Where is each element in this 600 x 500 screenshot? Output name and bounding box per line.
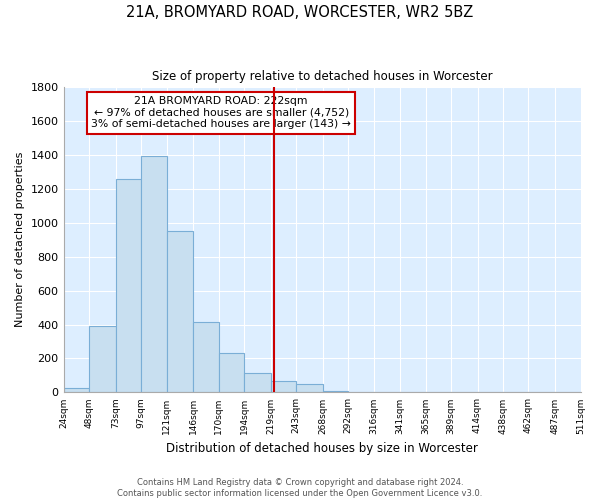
Text: Contains HM Land Registry data © Crown copyright and database right 2024.
Contai: Contains HM Land Registry data © Crown c…	[118, 478, 482, 498]
X-axis label: Distribution of detached houses by size in Worcester: Distribution of detached houses by size …	[166, 442, 478, 455]
Text: 21A, BROMYARD ROAD, WORCESTER, WR2 5BZ: 21A, BROMYARD ROAD, WORCESTER, WR2 5BZ	[127, 5, 473, 20]
Bar	[89, 326, 116, 392]
Bar	[167, 231, 193, 392]
Text: 21A BROMYARD ROAD: 222sqm
← 97% of detached houses are smaller (4,752)
3% of sem: 21A BROMYARD ROAD: 222sqm ← 97% of detac…	[91, 96, 351, 130]
Bar	[296, 384, 323, 392]
Bar	[141, 156, 167, 392]
Bar	[271, 380, 296, 392]
Y-axis label: Number of detached properties: Number of detached properties	[15, 152, 25, 328]
Bar	[218, 352, 244, 393]
Bar	[193, 322, 218, 392]
Bar	[244, 373, 271, 392]
Title: Size of property relative to detached houses in Worcester: Size of property relative to detached ho…	[152, 70, 493, 83]
Bar	[323, 390, 348, 392]
Bar	[64, 388, 89, 392]
Bar	[116, 178, 141, 392]
